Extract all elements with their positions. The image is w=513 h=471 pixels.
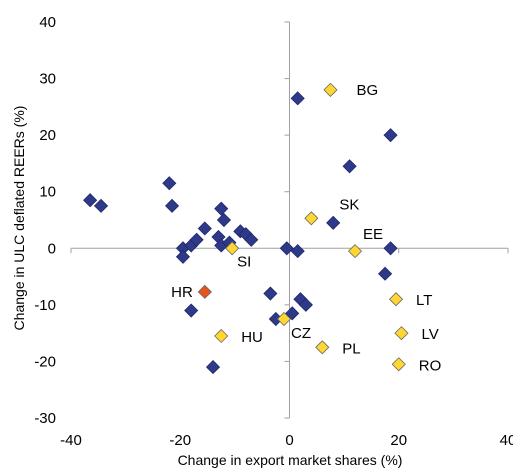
data-point <box>298 297 313 312</box>
y-tick-label: 10 <box>39 184 56 201</box>
data-point <box>83 193 98 208</box>
y-tick-label: 0 <box>48 240 56 257</box>
y-tick-label: 30 <box>39 71 56 88</box>
data-point <box>383 128 398 143</box>
x-axis-title: Change in export market shares (%) <box>178 452 403 468</box>
data-point <box>216 212 232 228</box>
data-point <box>263 286 278 301</box>
data-point <box>290 91 305 106</box>
data-point-ee <box>347 244 363 259</box>
data-point-lv <box>394 326 409 341</box>
point-label-bg: BG <box>356 82 378 99</box>
data-point <box>244 232 259 247</box>
data-point-ro <box>391 357 406 372</box>
data-point-sk <box>304 211 319 226</box>
data-point-lt <box>388 292 404 307</box>
point-label-sk: SK <box>339 196 359 213</box>
y-tick-label: 20 <box>39 127 56 144</box>
x-tick-label: -20 <box>169 432 191 449</box>
data-point <box>175 249 191 264</box>
point-label-ro: RO <box>419 357 442 374</box>
data-point <box>326 215 341 230</box>
data-point-hr <box>197 284 212 299</box>
data-point <box>197 221 212 236</box>
point-label-lv: LV <box>421 326 438 343</box>
x-tick-label: 40 <box>500 432 513 449</box>
point-label-cz: CZ <box>291 325 311 342</box>
point-label-pl: PL <box>342 340 360 357</box>
point-label-hu: HU <box>241 329 263 346</box>
point-label-ee: EE <box>363 226 383 243</box>
data-point <box>378 266 393 281</box>
y-tick-label: -20 <box>34 353 56 370</box>
y-tick-label: -10 <box>34 297 56 314</box>
x-tick-label: 20 <box>390 432 407 449</box>
data-point <box>189 232 204 247</box>
data-point <box>290 244 305 259</box>
tick-labels: -40 -20 0 20 40 -30 -20 -10 0 10 20 30 40 <box>34 14 513 449</box>
data-point <box>164 198 180 213</box>
data-point <box>162 176 177 191</box>
y-axis-title: Change in ULC deflated REERs (%) <box>11 106 27 331</box>
data-point-hu <box>214 328 229 344</box>
point-label-hr: HR <box>171 284 193 301</box>
data-point <box>279 241 294 256</box>
x-tick-label: -40 <box>60 432 82 449</box>
data-point <box>93 198 109 213</box>
y-tick-label: 40 <box>39 14 56 31</box>
data-point-si <box>225 241 240 256</box>
x-tick-label: 0 <box>285 432 293 449</box>
data-point <box>342 159 357 174</box>
data-point <box>214 201 229 216</box>
point-label-lt: LT <box>416 292 432 309</box>
point-label-si: SI <box>237 253 251 270</box>
data-point <box>285 306 300 321</box>
data-point <box>184 303 199 318</box>
y-tick-label: -30 <box>34 410 56 427</box>
data-point-pl <box>315 340 330 355</box>
data-point <box>383 241 398 256</box>
data-points <box>83 82 409 375</box>
data-point <box>205 360 221 375</box>
axes <box>70 21 509 419</box>
data-point-bg <box>323 82 338 97</box>
data-point-cz <box>276 311 292 327</box>
